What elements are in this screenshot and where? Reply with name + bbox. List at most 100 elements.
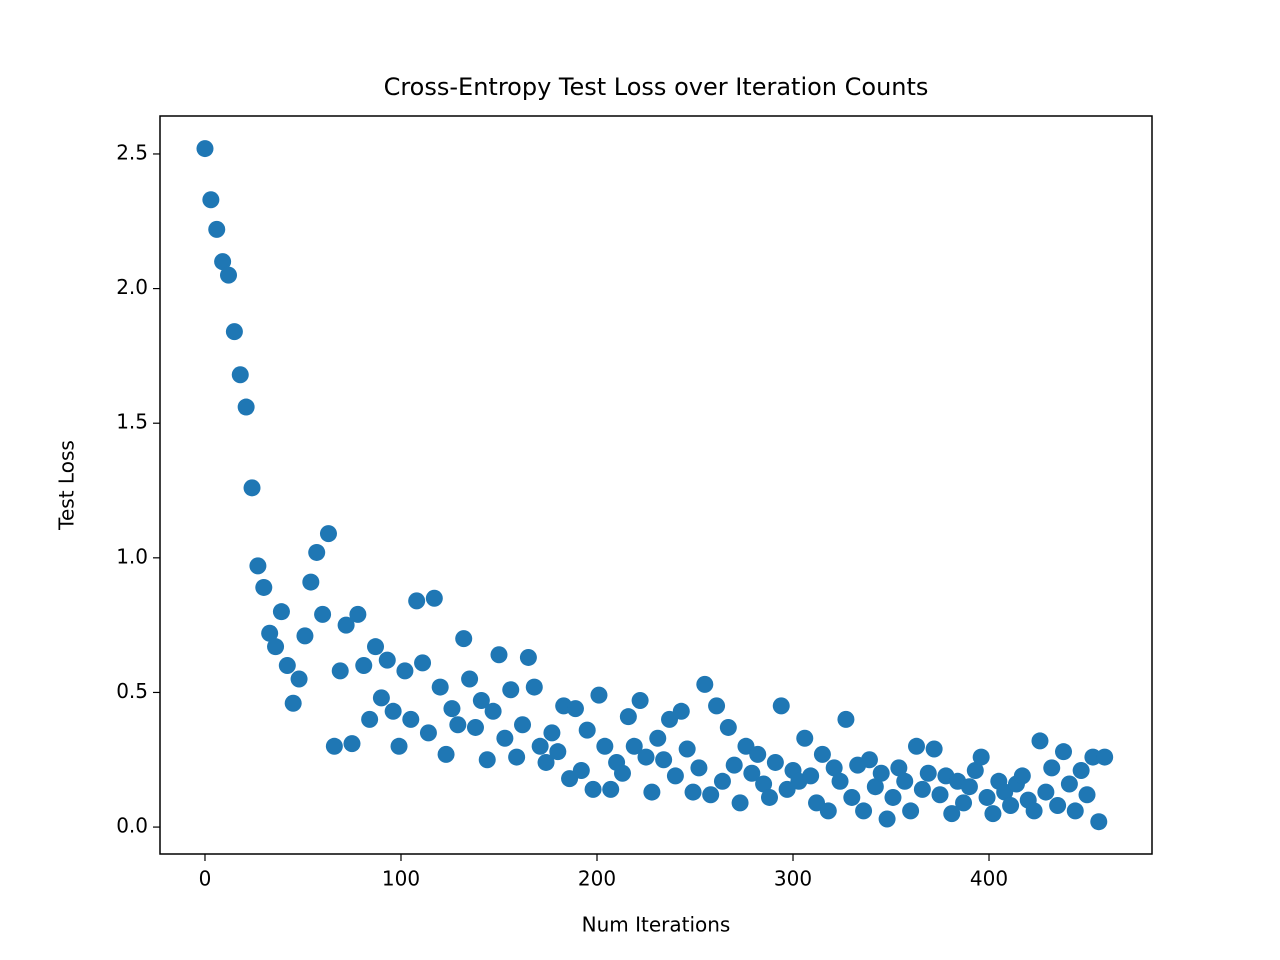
data-point	[278, 657, 296, 675]
data-point	[619, 708, 637, 726]
data-point	[596, 737, 614, 755]
data-point	[1072, 762, 1090, 780]
data-point	[302, 573, 320, 591]
chart-title: Cross-Entropy Test Loss over Iteration C…	[384, 73, 929, 101]
data-point	[455, 630, 473, 648]
data-point	[443, 700, 461, 718]
data-point	[955, 794, 973, 812]
data-point	[713, 772, 731, 790]
data-point	[890, 759, 908, 777]
data-point	[514, 716, 532, 734]
data-point	[637, 748, 655, 766]
data-point	[308, 543, 326, 561]
data-point	[1025, 802, 1043, 820]
data-point	[478, 751, 496, 769]
data-point	[978, 788, 996, 806]
data-point	[337, 616, 355, 634]
data-point	[490, 646, 508, 664]
data-point	[402, 710, 420, 728]
data-point	[196, 140, 214, 158]
data-point	[437, 745, 455, 763]
data-point	[690, 759, 708, 777]
data-point	[331, 662, 349, 680]
data-point	[537, 753, 555, 771]
data-point	[625, 737, 643, 755]
data-point	[461, 670, 479, 688]
data-point	[1090, 813, 1108, 831]
data-point	[725, 756, 743, 774]
data-point	[367, 638, 385, 656]
data-point	[355, 657, 373, 675]
data-point	[672, 702, 690, 720]
x-tick-label: 100	[382, 867, 420, 891]
data-point	[378, 651, 396, 669]
data-point	[531, 737, 549, 755]
y-tick-label: 0.5	[116, 679, 148, 703]
data-point	[708, 697, 726, 715]
data-point	[314, 605, 332, 623]
data-point	[1096, 748, 1114, 766]
data-point	[884, 788, 902, 806]
data-point	[731, 794, 749, 812]
data-point	[1002, 797, 1020, 815]
data-point	[972, 748, 990, 766]
data-point	[819, 802, 837, 820]
data-point	[943, 805, 961, 823]
data-point	[960, 778, 978, 796]
data-point	[519, 648, 537, 666]
data-point	[760, 788, 778, 806]
y-tick-label: 0.0	[116, 814, 148, 838]
data-point	[390, 737, 408, 755]
data-point	[419, 724, 437, 742]
data-point	[984, 805, 1002, 823]
data-point	[272, 603, 290, 621]
data-point	[643, 783, 661, 801]
data-point	[872, 764, 890, 782]
data-point	[766, 753, 784, 771]
data-point	[484, 702, 502, 720]
data-point	[749, 745, 767, 763]
data-point	[1060, 775, 1078, 793]
data-point	[684, 783, 702, 801]
data-point	[743, 764, 761, 782]
data-point	[825, 759, 843, 777]
data-point	[525, 678, 543, 696]
data-point	[566, 700, 584, 718]
data-point	[813, 745, 831, 763]
data-point	[237, 398, 255, 416]
data-point	[919, 764, 937, 782]
data-point	[590, 686, 608, 704]
data-point	[831, 772, 849, 790]
data-point	[384, 702, 402, 720]
y-tick-label: 1.5	[116, 410, 148, 434]
data-point	[343, 735, 361, 753]
data-point	[719, 718, 737, 736]
data-point	[1066, 802, 1084, 820]
data-point	[349, 605, 367, 623]
x-tick-label: 200	[578, 867, 616, 891]
x-tick-label: 400	[970, 867, 1008, 891]
data-point	[414, 654, 432, 672]
data-point	[208, 220, 226, 238]
data-point	[255, 578, 273, 596]
x-axis-label: Num Iterations	[582, 913, 731, 937]
data-point	[696, 675, 714, 693]
data-point	[202, 191, 220, 209]
data-point	[261, 624, 279, 642]
data-point	[396, 662, 414, 680]
data-point	[319, 525, 337, 543]
data-point	[572, 762, 590, 780]
data-point	[1078, 786, 1096, 804]
data-point	[613, 764, 631, 782]
data-point	[1049, 797, 1067, 815]
data-point	[284, 694, 302, 712]
data-point	[866, 778, 884, 796]
data-point	[796, 729, 814, 747]
data-point	[508, 748, 526, 766]
data-point	[1013, 767, 1031, 785]
data-point	[907, 737, 925, 755]
x-tick-label: 300	[774, 867, 812, 891]
data-point	[1031, 732, 1049, 750]
data-point	[802, 767, 820, 785]
